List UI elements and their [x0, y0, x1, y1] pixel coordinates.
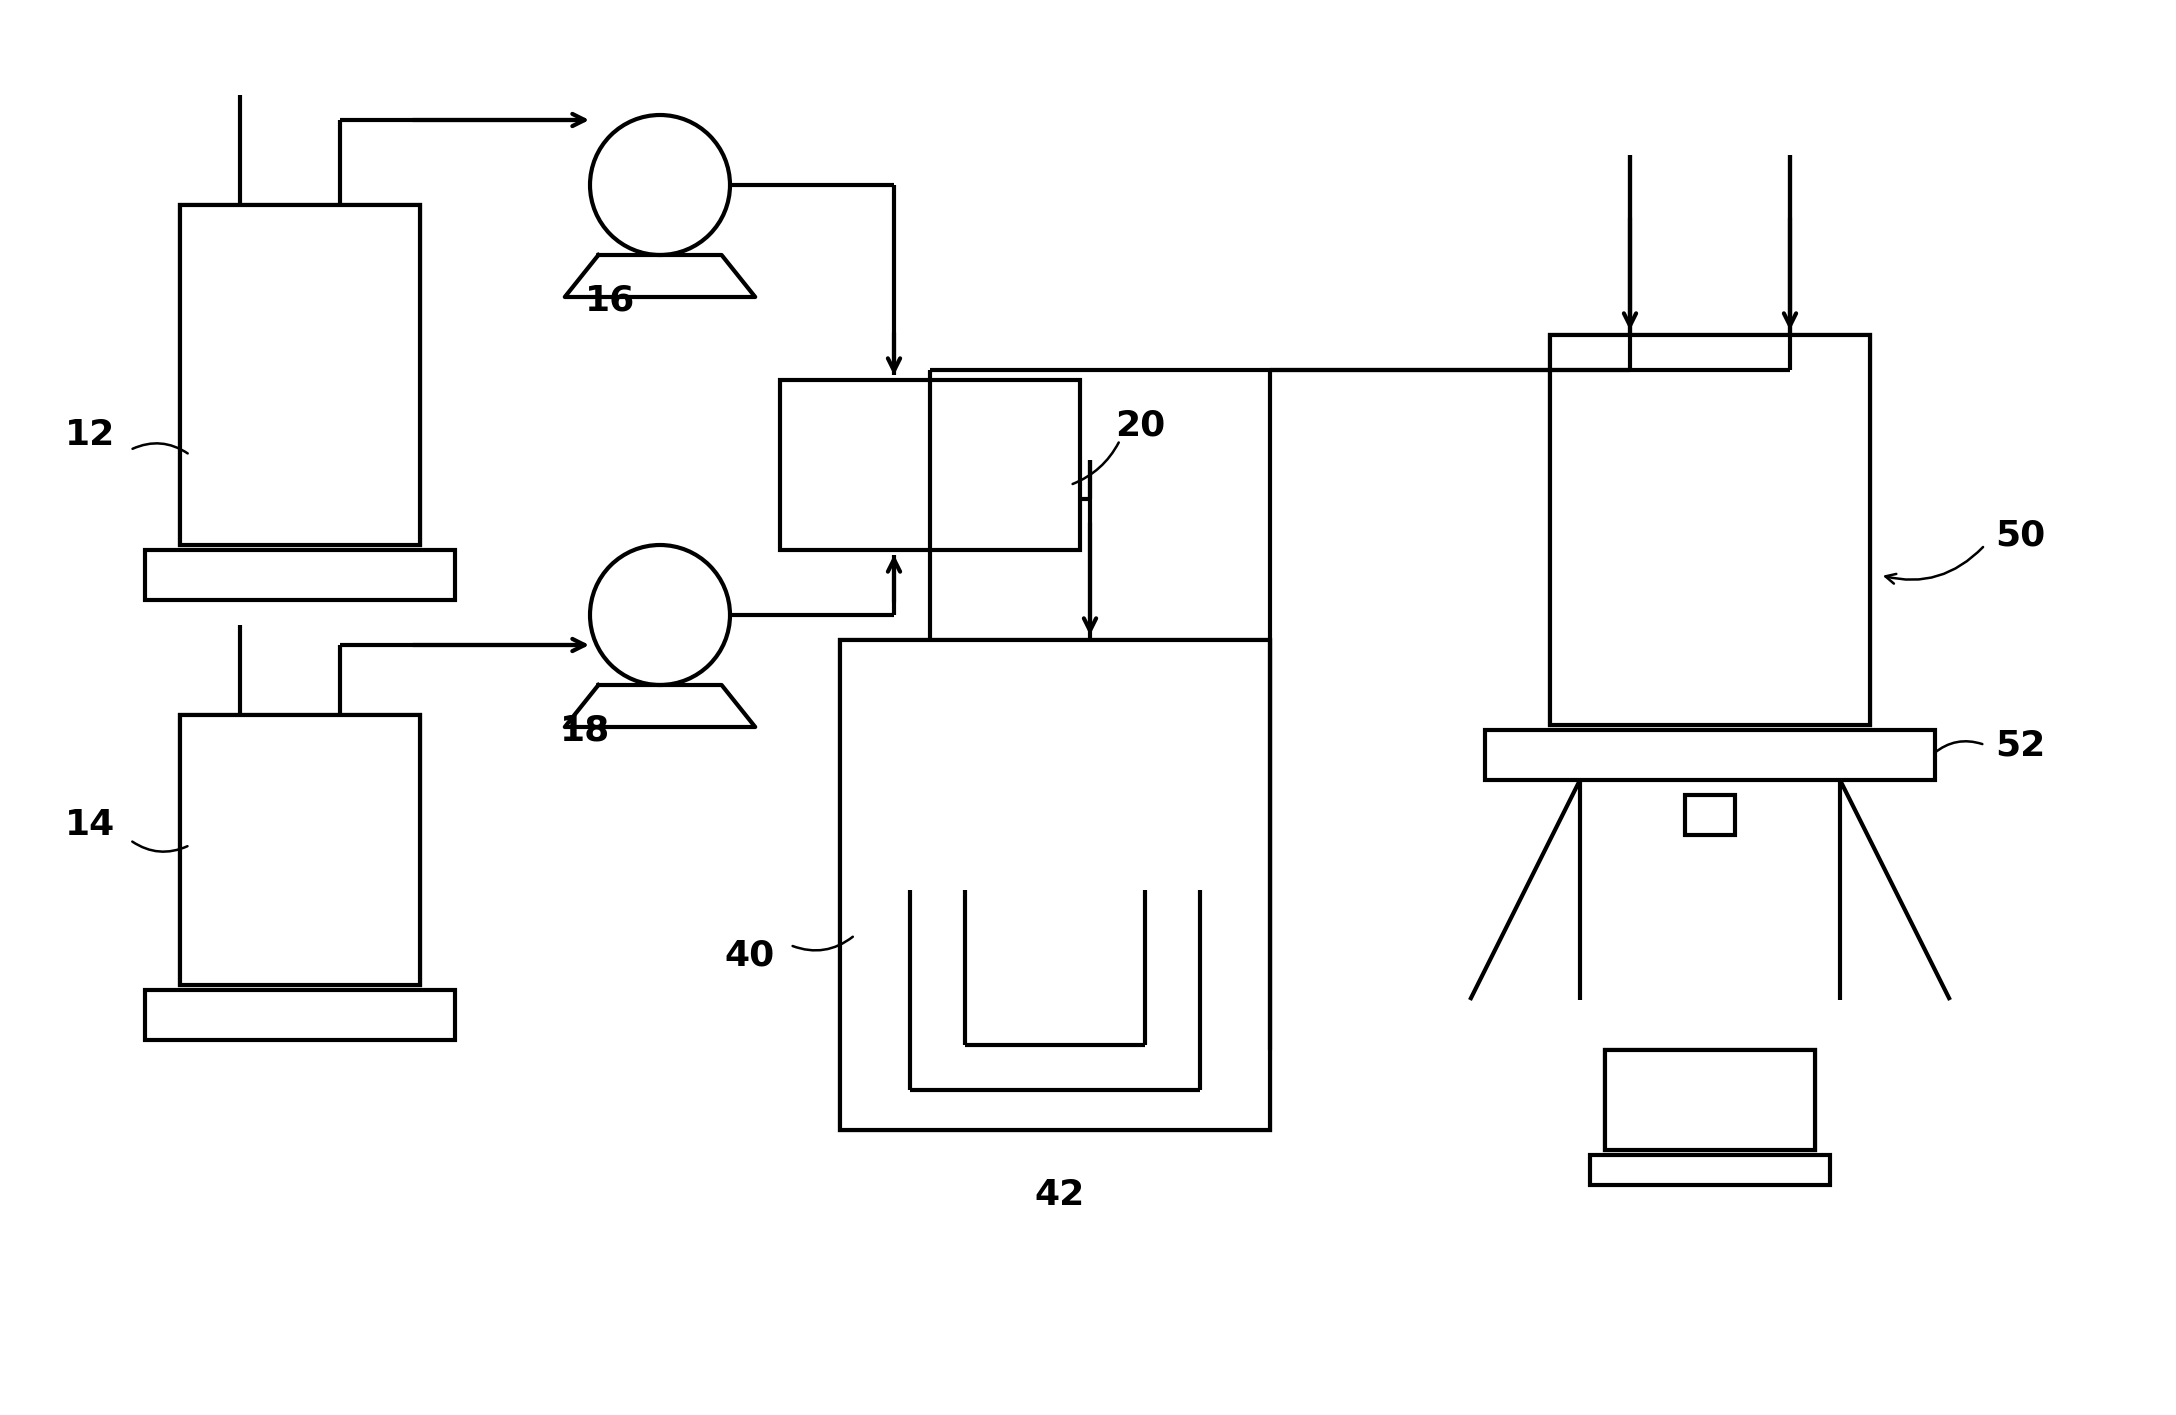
- Text: 42: 42: [1036, 1179, 1086, 1213]
- Bar: [181, 205, 420, 545]
- Text: 12: 12: [65, 417, 115, 451]
- Bar: [146, 990, 455, 1040]
- Bar: [1606, 1050, 1815, 1150]
- Bar: [840, 640, 1271, 1131]
- Text: 14: 14: [65, 808, 115, 842]
- Bar: [181, 715, 420, 985]
- Bar: [1606, 1050, 1815, 1150]
- Bar: [1591, 1155, 1830, 1184]
- Bar: [1684, 795, 1734, 835]
- Text: 40: 40: [725, 938, 775, 972]
- Text: 16: 16: [585, 283, 635, 317]
- Bar: [146, 550, 455, 600]
- Bar: [840, 640, 1271, 1131]
- Bar: [1549, 335, 1869, 724]
- Text: 20: 20: [1114, 408, 1164, 441]
- Bar: [181, 205, 420, 545]
- Text: 52: 52: [1995, 727, 2045, 763]
- Text: 18: 18: [559, 713, 609, 747]
- Bar: [181, 715, 420, 985]
- Text: 50: 50: [1995, 518, 2045, 552]
- Bar: [1549, 335, 1869, 724]
- Bar: [1484, 730, 1934, 780]
- Bar: [779, 381, 1079, 550]
